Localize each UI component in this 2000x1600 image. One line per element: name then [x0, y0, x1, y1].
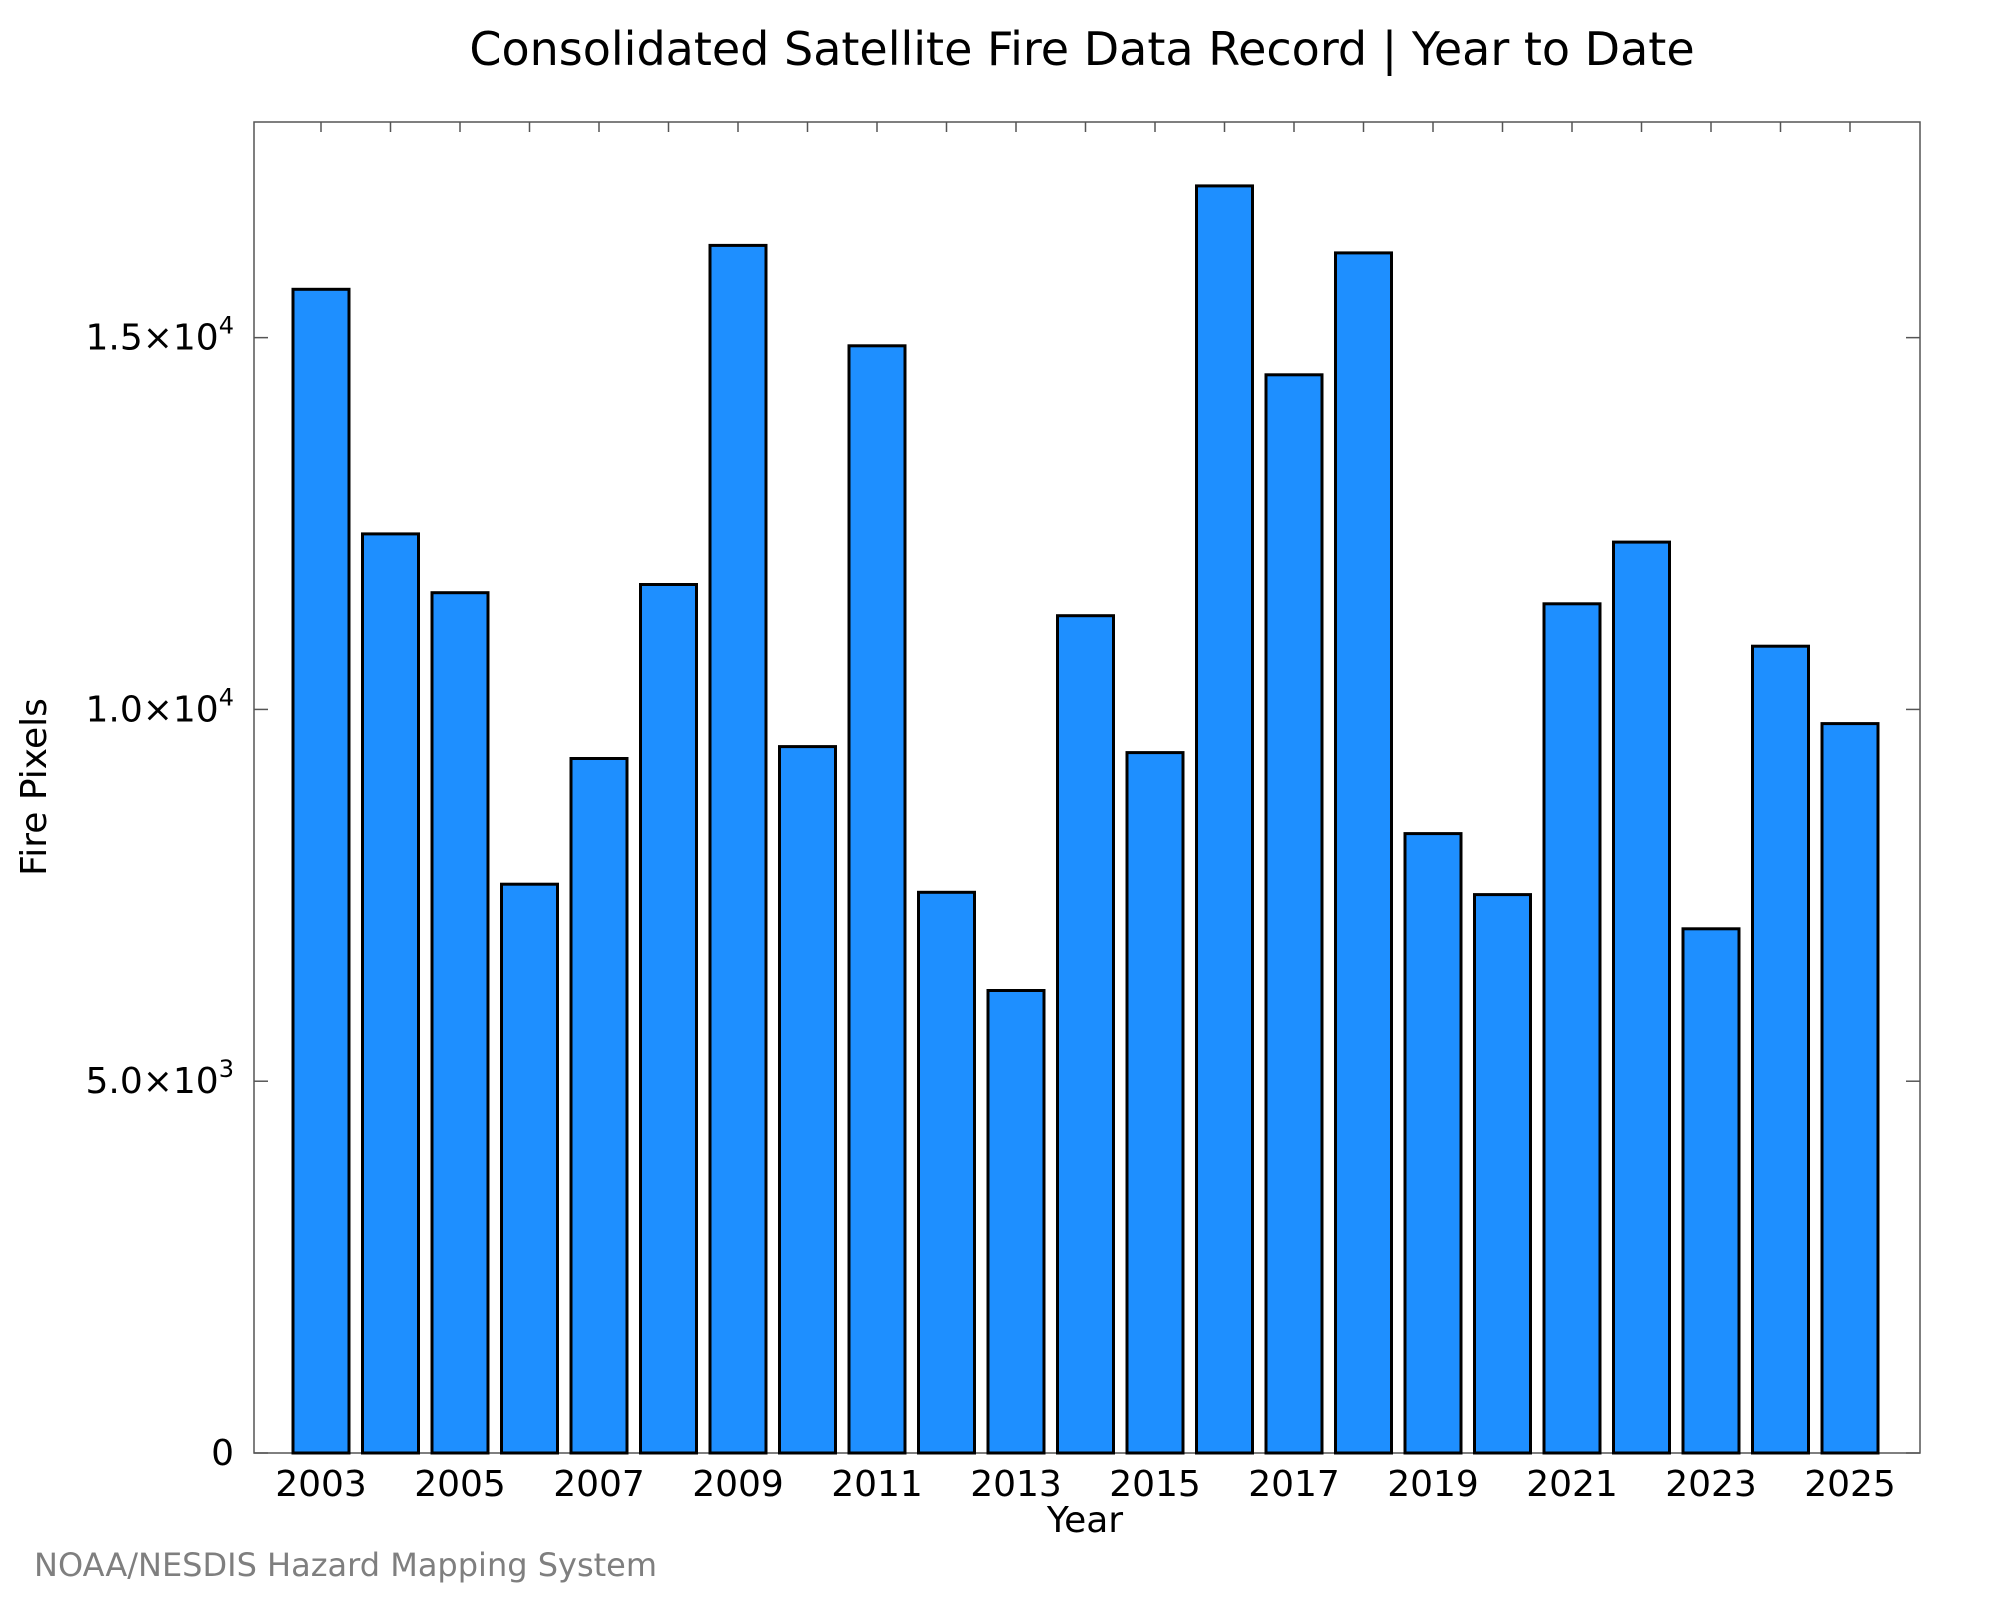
- x-tick-label-2023: 2023: [1665, 1464, 1757, 1505]
- bar-2012: [917, 890, 976, 1455]
- x-tick-label-2025: 2025: [1804, 1464, 1896, 1505]
- x-tick-labels: 2003 2005 2007 2009 2011 2013 2015 2017 2019 2021…: [275, 1464, 1896, 1505]
- bar-2015: [1125, 751, 1185, 1455]
- bar-2005: [430, 591, 490, 1455]
- bar-2024: [1751, 644, 1810, 1455]
- x-tick-label-2011: 2011: [831, 1464, 923, 1505]
- bar-2019: [1403, 832, 1463, 1455]
- bar-2008: [639, 583, 698, 1455]
- y-axis-label: Fire Pixels: [14, 698, 55, 876]
- bar-2003: [291, 287, 351, 1455]
- x-tick-label-2013: 2013: [970, 1464, 1062, 1505]
- bar-2011: [847, 344, 907, 1455]
- y-tick-labels: 0 5.0×103 1.0×104 1.5×104: [85, 312, 234, 1474]
- x-tick-label-2005: 2005: [414, 1464, 506, 1505]
- y-tick-label-10000: 1.0×104: [85, 683, 234, 730]
- bar-2007: [569, 757, 629, 1455]
- x-tick-label-2021: 2021: [1526, 1464, 1618, 1505]
- bar-2016: [1195, 184, 1254, 1455]
- bar-2010: [778, 745, 837, 1455]
- x-tick-label-2019: 2019: [1387, 1464, 1479, 1505]
- bar-2017: [1264, 373, 1324, 1455]
- bar-2004: [361, 532, 420, 1455]
- credit-text: NOAA/NESDIS Hazard Mapping System: [34, 1546, 657, 1584]
- x-tick-label-2017: 2017: [1248, 1464, 1340, 1505]
- bar-2020: [1473, 893, 1532, 1455]
- bar-2013: [986, 989, 1046, 1455]
- bar-2023: [1681, 927, 1741, 1455]
- x-tick-label-2015: 2015: [1109, 1464, 1201, 1505]
- bar-2018: [1334, 251, 1393, 1455]
- bar-2009: [708, 243, 768, 1455]
- y-tick-label-0: 0: [211, 1433, 234, 1474]
- bar-2014: [1056, 614, 1115, 1455]
- x-axis-label: Year: [1046, 1500, 1123, 1541]
- x-tick-label-2007: 2007: [553, 1464, 645, 1505]
- bar-2006: [500, 882, 559, 1455]
- bar-2025: [1820, 722, 1880, 1455]
- y-tick-label-15000: 1.5×104: [85, 312, 234, 359]
- chart-title: Consolidated Satellite Fire Data Record …: [469, 22, 1694, 77]
- y-tick-label-5000: 5.0×103: [85, 1055, 234, 1102]
- bar-2022: [1612, 540, 1671, 1455]
- x-tick-label-2003: 2003: [275, 1464, 367, 1505]
- bar-2021: [1542, 602, 1602, 1455]
- bars-group: [291, 184, 1880, 1455]
- x-tick-label-2009: 2009: [692, 1464, 784, 1505]
